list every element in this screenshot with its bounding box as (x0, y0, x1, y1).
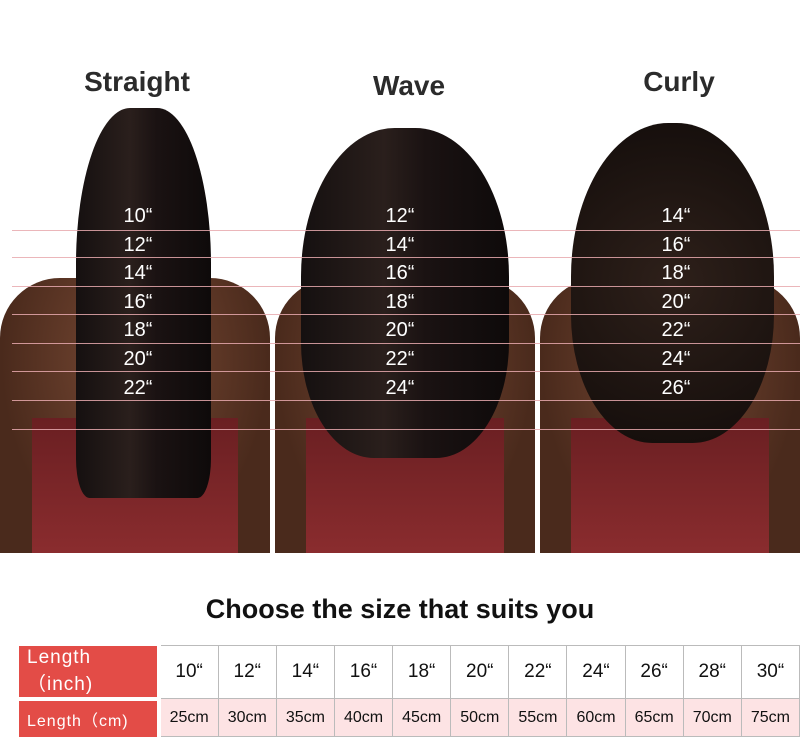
inch-cell: 28“ (682, 645, 742, 699)
cm-cell: 25cm (158, 698, 219, 737)
length-guide-line (12, 314, 800, 315)
length-label: 18“ (123, 319, 153, 342)
inch-cell: 24“ (566, 645, 626, 699)
inch-cell: 26“ (624, 645, 684, 699)
style-title-straight: Straight (84, 66, 190, 97)
length-label: 16“ (661, 233, 691, 256)
cm-cell: 45cm (392, 698, 452, 737)
inch-cell: 10“ (158, 645, 219, 699)
cm-row-header: Length（cm) (19, 698, 161, 737)
length-label: 12“ (385, 205, 415, 227)
length-labels-curly: 14“ 16“ 18“ 20“ 22“ 24“ 26“ (636, 202, 716, 402)
inch-cell: 30“ (740, 645, 800, 699)
inch-cell: 18“ (392, 645, 452, 699)
cm-cell: 75cm (740, 698, 800, 737)
cm-cell: 70cm (682, 698, 742, 737)
inch-cell: 12“ (217, 645, 277, 699)
length-label: 26“ (661, 376, 691, 399)
photo-straight (0, 108, 270, 553)
size-table: Length（inch) 10“ 12“ 14“ 16“ 18“ 20“ 22“ 24“ 26“… (19, 645, 800, 737)
cm-cell: 55cm (508, 698, 568, 737)
inch-row: Length（inch) 10“ 12“ 14“ 16“ 18“ 20“ 22“ 24“ 26“… (19, 645, 800, 701)
length-label: 18“ (661, 262, 691, 285)
length-label: 22“ (385, 347, 415, 370)
length-label: 24“ (661, 347, 691, 370)
length-guide-line (12, 343, 800, 344)
length-guide-line (12, 257, 800, 258)
length-guide-line (12, 400, 800, 401)
length-label: 22“ (123, 376, 153, 399)
cm-cell: 35cm (275, 698, 335, 737)
length-label: 20“ (123, 347, 153, 370)
length-label: 24“ (385, 376, 415, 399)
photo-wave (275, 108, 535, 553)
inch-row-header: Length（inch) (19, 645, 161, 701)
length-label: 16“ (123, 290, 153, 313)
style-title-wave: Wave (372, 70, 446, 101)
length-guide-line (12, 429, 800, 430)
inch-cell: 14“ (275, 645, 335, 699)
length-guide-line (12, 286, 800, 287)
cm-cell: 65cm (624, 698, 684, 737)
cm-cell: 40cm (333, 698, 394, 737)
length-label: 22“ (661, 319, 691, 342)
inch-cell: 20“ (450, 645, 510, 699)
photo-curly (540, 108, 800, 553)
cm-cell: 50cm (450, 698, 510, 737)
inch-cell: 22“ (508, 645, 568, 699)
length-label: 14“ (123, 262, 153, 285)
length-label: 14“ (661, 205, 691, 227)
length-labels-straight: 10“ 12“ 14“ 16“ 18“ 20“ 22“ (98, 202, 178, 402)
length-label: 18“ (385, 290, 415, 313)
length-label: 10“ (123, 205, 153, 227)
length-guide-line (12, 371, 800, 372)
cm-cell: 60cm (566, 698, 626, 737)
length-labels-wave: 12“ 14“ 16“ 18“ 20“ 22“ 24“ (360, 202, 440, 402)
length-label: 20“ (661, 290, 691, 313)
style-title-curly: Curly (643, 66, 715, 97)
length-label: 20“ (385, 319, 415, 342)
length-guide-line (12, 230, 800, 231)
length-label: 12“ (123, 233, 153, 256)
cm-row: Length（cm) 25cm 30cm 35cm 40cm 45cm 50cm 55cm 6… (19, 698, 800, 737)
inch-cell: 16“ (333, 645, 394, 699)
headline: Choose the size that suits you (205, 594, 595, 624)
length-label: 16“ (385, 262, 415, 285)
length-label: 14“ (385, 233, 415, 256)
cm-cell: 30cm (217, 698, 277, 737)
